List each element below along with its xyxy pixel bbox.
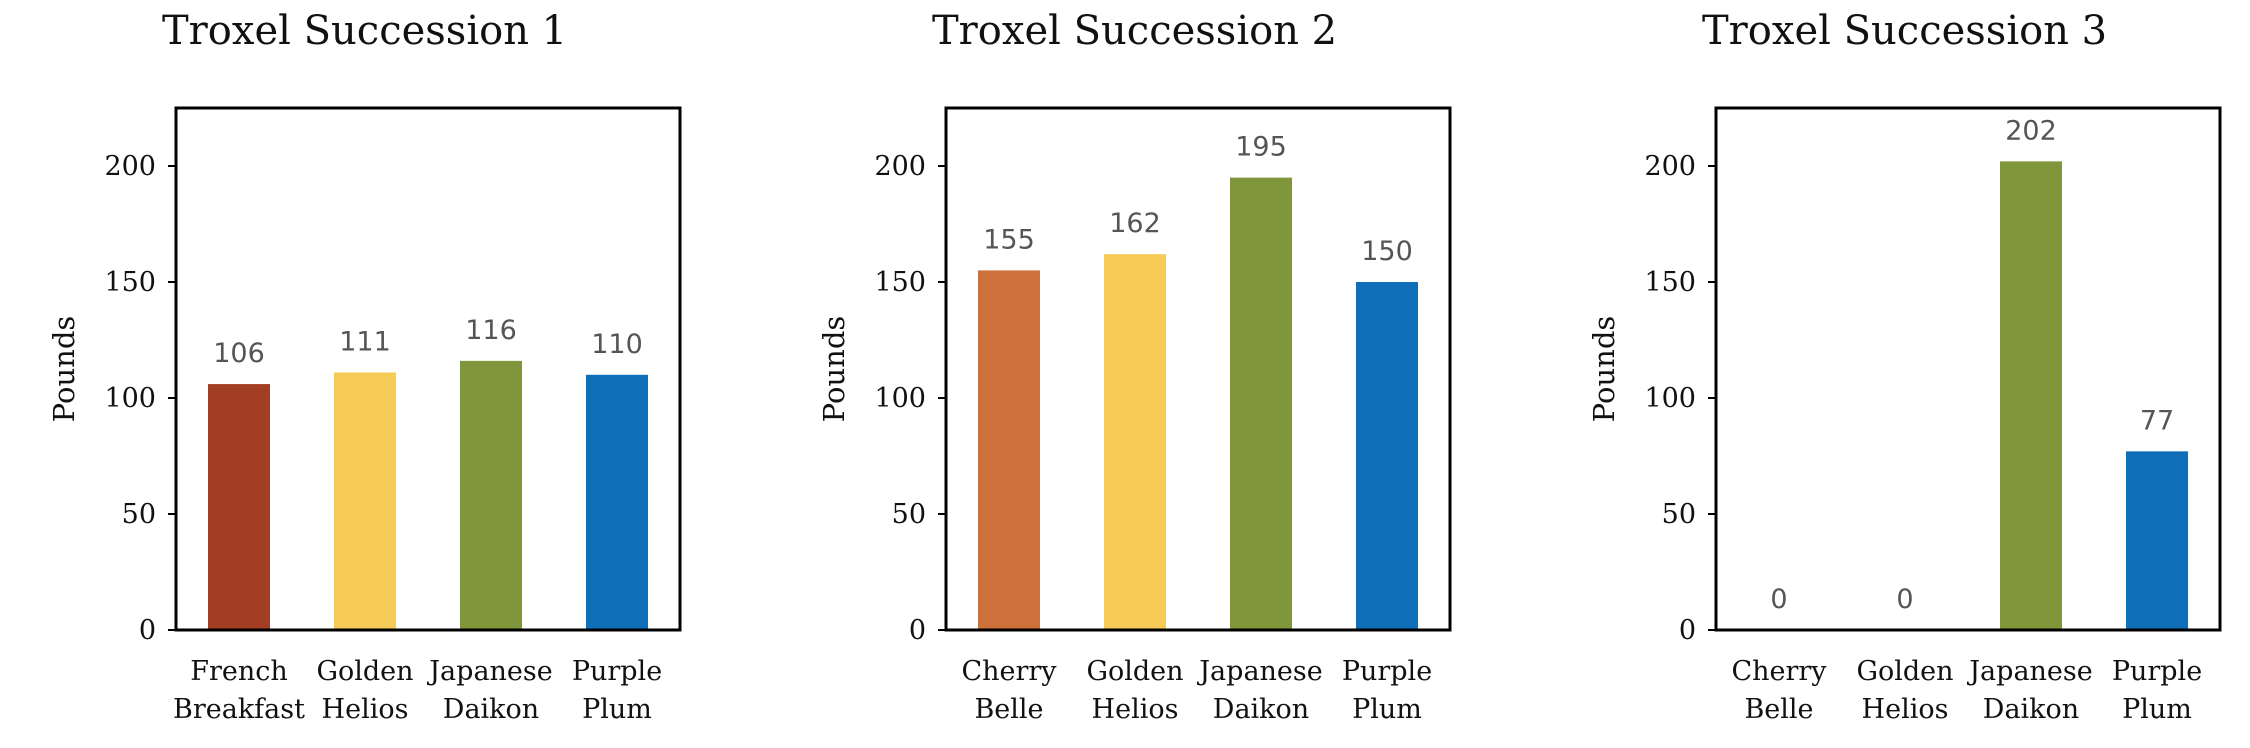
- category-label: Helios: [322, 694, 409, 725]
- bar: [586, 374, 648, 630]
- data-label: 110: [591, 329, 643, 360]
- chart-title: Troxel Succession 3: [1702, 8, 2107, 54]
- category-label: Helios: [1092, 694, 1179, 725]
- category-label: Golden: [1086, 656, 1183, 687]
- y-tick-label: 100: [1644, 383, 1696, 414]
- y-tick-label: 150: [874, 267, 926, 298]
- category-label: Breakfast: [173, 694, 305, 725]
- y-tick-label: 0: [1679, 615, 1696, 646]
- bar: [2126, 451, 2188, 630]
- y-tick-label: 150: [104, 267, 156, 298]
- chart-title: Troxel Succession 2: [932, 8, 1337, 54]
- y-tick-label: 50: [122, 499, 156, 530]
- bar: [1104, 254, 1166, 630]
- data-label: 0: [1770, 584, 1787, 615]
- category-label: Helios: [1862, 694, 1949, 725]
- y-axis-label: Pounds: [1587, 316, 1621, 423]
- y-tick-label: 150: [1644, 267, 1696, 298]
- y-tick-label: 0: [909, 615, 926, 646]
- plot-frame: [944, 106, 1452, 632]
- bar: [978, 270, 1040, 630]
- bar: [334, 372, 396, 630]
- data-label: 202: [2005, 115, 2057, 146]
- data-label: 111: [339, 326, 391, 357]
- chart-panel-3: Troxel Succession 3 Pounds 0 50 100 150 200 0 Ch…: [1587, 8, 2222, 725]
- category-label: Daikon: [1983, 694, 2079, 725]
- category-label: Japanese: [1196, 656, 1323, 687]
- category-label: Golden: [316, 656, 413, 687]
- category-label: French: [190, 656, 288, 687]
- y-axis-label: Pounds: [817, 316, 851, 423]
- category-label: Daikon: [1213, 694, 1309, 725]
- plot-frame: [174, 106, 682, 632]
- category-label: Purple: [1342, 656, 1432, 687]
- category-label: Golden: [1856, 656, 1953, 687]
- category-label: Plum: [1352, 694, 1422, 725]
- y-tick-label: 200: [1644, 151, 1696, 182]
- bar: [2000, 161, 2062, 631]
- data-label: 0: [1896, 584, 1913, 615]
- y-tick-label: 200: [874, 151, 926, 182]
- category-label: Japanese: [1966, 656, 2093, 687]
- category-label: Daikon: [443, 694, 539, 725]
- category-label: Cherry: [1731, 656, 1827, 687]
- y-tick-label: 200: [104, 151, 156, 182]
- category-label: Cherry: [961, 656, 1057, 687]
- data-label: 77: [2140, 405, 2174, 436]
- category-label: Plum: [2122, 694, 2192, 725]
- category-label: Japanese: [426, 656, 553, 687]
- plot-frame: [1714, 106, 2222, 632]
- chart-title: Troxel Succession 1: [162, 8, 567, 54]
- y-tick-label: 100: [104, 383, 156, 414]
- y-tick-label: 0: [139, 615, 156, 646]
- category-label: Belle: [974, 694, 1043, 725]
- y-tick-label: 50: [1662, 499, 1696, 530]
- bar: [208, 384, 270, 630]
- data-label: 155: [983, 224, 1035, 255]
- data-label: 162: [1109, 208, 1161, 239]
- category-label: Belle: [1744, 694, 1813, 725]
- data-label: 106: [213, 338, 265, 369]
- data-label: 116: [465, 315, 517, 346]
- category-label: Purple: [2112, 656, 2202, 687]
- chart-panel-2: Troxel Succession 2 Pounds 0 50 100 150 200 155…: [817, 8, 1452, 725]
- chart-panel-1: Troxel Succession 1 Pounds 0 50 100 150 200 106…: [47, 8, 682, 725]
- data-label: 150: [1361, 236, 1413, 267]
- bar: [1230, 177, 1292, 630]
- category-label: Plum: [582, 694, 652, 725]
- bar: [1356, 282, 1418, 630]
- category-label: Purple: [572, 656, 662, 687]
- y-axis-label: Pounds: [47, 316, 81, 423]
- y-tick-label: 50: [892, 499, 926, 530]
- data-label: 195: [1235, 132, 1287, 163]
- y-tick-label: 100: [874, 383, 926, 414]
- bar: [460, 360, 522, 630]
